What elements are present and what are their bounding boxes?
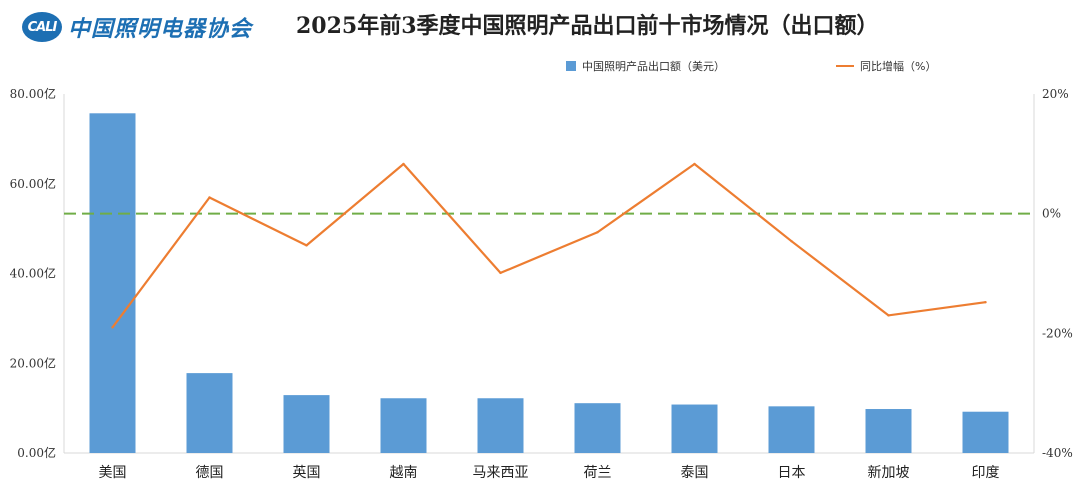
growth-point bbox=[596, 231, 599, 234]
chart-title: 2025年前3季度中国照明产品出口前十市场情况（出口额） bbox=[296, 13, 879, 39]
legend-label-bar: 中国照明产品出口额（美元） bbox=[582, 59, 725, 73]
bar bbox=[380, 398, 427, 453]
logo: CALI 中国照明电器协会 bbox=[22, 10, 252, 44]
x-tick-label: 印度 bbox=[972, 465, 1000, 481]
y-left-tick-label: 20.00亿 bbox=[10, 355, 56, 370]
y-right-tick-label: -40% bbox=[1042, 446, 1073, 460]
bar bbox=[477, 398, 524, 453]
growth-point bbox=[693, 162, 696, 166]
growth-line bbox=[111, 162, 986, 329]
bar bbox=[283, 395, 330, 453]
growth-point bbox=[111, 326, 114, 329]
growth-point bbox=[499, 271, 502, 275]
y-left-tick-label: 40.00亿 bbox=[10, 266, 56, 281]
bar bbox=[574, 403, 621, 453]
x-tick-label: 英国 bbox=[293, 464, 321, 481]
x-tick-label: 马来西亚 bbox=[473, 465, 529, 481]
bar bbox=[186, 373, 233, 453]
growth-point bbox=[305, 244, 308, 247]
x-tick-label: 越南 bbox=[390, 465, 418, 481]
growth-point bbox=[208, 196, 211, 199]
x-tick-label: 荷兰 bbox=[584, 465, 612, 481]
bar bbox=[768, 406, 815, 453]
legend-swatch-bar bbox=[566, 61, 576, 71]
x-tick-label: 泰国 bbox=[681, 465, 709, 481]
growth-point bbox=[887, 314, 890, 317]
y-right-tick-label: 0% bbox=[1042, 207, 1061, 221]
logo-text: 中国照明电器协会 bbox=[68, 16, 253, 42]
bar bbox=[89, 113, 136, 453]
growth-point bbox=[790, 239, 793, 243]
bar bbox=[865, 409, 912, 453]
growth-point bbox=[402, 162, 405, 166]
bar bbox=[671, 404, 718, 453]
y-right-tick-label: 20% bbox=[1042, 87, 1069, 101]
y-left-tick-label: 60.00亿 bbox=[10, 176, 56, 191]
y-left-tick-label: 0.00亿 bbox=[17, 445, 56, 460]
x-tick-label: 美国 bbox=[99, 465, 127, 481]
x-tick-label: 新加坡 bbox=[868, 465, 910, 481]
y-right-tick-label: -20% bbox=[1042, 326, 1073, 340]
x-tick-label: 日本 bbox=[778, 465, 806, 481]
legend-label-line: 同比增幅（%） bbox=[860, 59, 936, 73]
growth-point bbox=[984, 301, 987, 304]
bar bbox=[962, 411, 1009, 453]
y-left-tick-label: 80.00亿 bbox=[10, 86, 56, 101]
x-tick-label: 德国 bbox=[196, 465, 224, 481]
logo-badge: CALI bbox=[22, 12, 62, 42]
